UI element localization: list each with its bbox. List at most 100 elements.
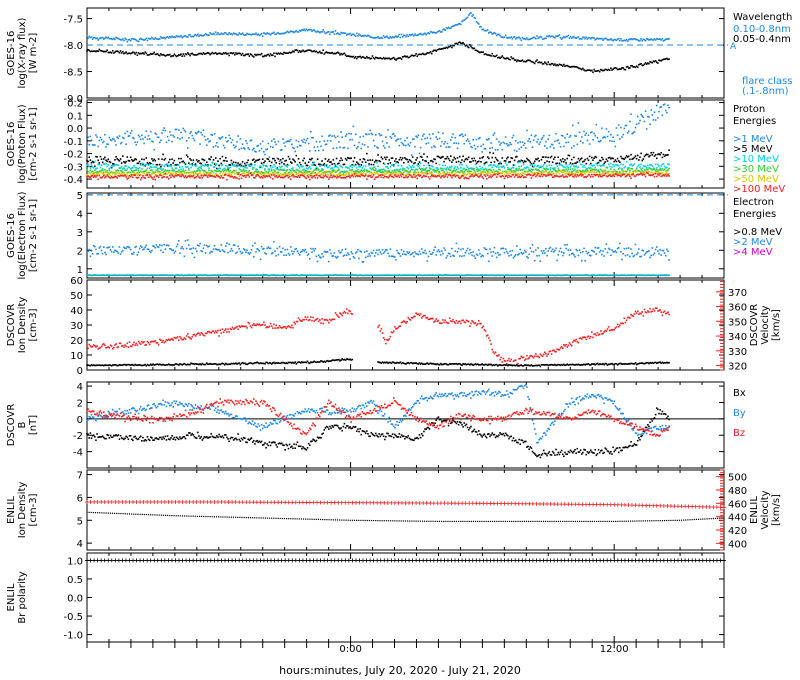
data-point xyxy=(565,163,567,166)
data-point xyxy=(483,53,486,56)
data-point xyxy=(88,35,91,38)
data-point xyxy=(573,176,575,178)
data-point xyxy=(96,172,98,175)
data-point xyxy=(372,139,375,142)
data-point xyxy=(277,158,280,160)
data-point xyxy=(500,56,502,59)
data-point xyxy=(261,158,264,161)
data-point xyxy=(162,153,164,156)
data-point xyxy=(297,158,300,160)
data-point xyxy=(218,164,220,167)
data-point xyxy=(423,171,425,174)
data-point xyxy=(660,172,663,175)
data-point xyxy=(608,156,611,159)
data-point xyxy=(89,159,92,161)
data-point xyxy=(115,274,117,277)
data-point xyxy=(179,166,181,169)
data-point xyxy=(453,156,455,159)
data-point xyxy=(333,252,336,254)
data-point xyxy=(89,255,92,258)
data-point xyxy=(625,170,628,173)
data-point xyxy=(460,171,462,174)
data-point xyxy=(342,174,345,177)
data-point xyxy=(526,37,528,39)
data-point xyxy=(664,38,667,41)
data-point xyxy=(278,175,281,177)
data-point xyxy=(623,68,626,71)
data-point xyxy=(381,140,384,143)
data-point xyxy=(620,173,622,175)
data-point xyxy=(135,51,138,54)
data-point xyxy=(405,35,407,38)
data-point xyxy=(245,166,247,169)
data-point xyxy=(565,162,567,164)
data-point xyxy=(608,248,611,251)
data-point xyxy=(175,173,178,175)
data-point xyxy=(528,253,530,256)
data-point xyxy=(288,51,291,54)
data-point xyxy=(615,67,618,70)
data-point xyxy=(142,52,144,54)
data-point xyxy=(369,174,372,177)
data-point xyxy=(354,55,357,58)
data-point xyxy=(414,176,416,178)
data-point xyxy=(273,157,275,160)
data-point xyxy=(130,158,133,161)
data-point xyxy=(620,250,622,253)
data-point xyxy=(396,175,398,178)
data-point xyxy=(579,171,582,174)
data-point xyxy=(327,51,330,54)
data-point xyxy=(630,248,632,250)
data-point xyxy=(348,253,350,256)
data-point xyxy=(614,145,617,148)
data-point xyxy=(423,174,425,177)
data-point xyxy=(579,37,582,40)
data-point xyxy=(162,173,164,176)
data-point xyxy=(320,170,322,172)
data-point xyxy=(469,173,471,175)
data-point xyxy=(153,38,155,41)
data-point xyxy=(473,144,476,147)
data-point xyxy=(576,161,579,163)
data-point xyxy=(479,252,481,255)
data-point xyxy=(97,145,99,148)
data-point xyxy=(354,171,357,173)
data-point xyxy=(663,103,666,106)
data-point xyxy=(303,138,305,141)
data-point xyxy=(211,134,214,136)
data-point xyxy=(518,148,520,150)
data-point xyxy=(439,157,442,159)
data-point xyxy=(175,174,178,177)
data-point xyxy=(169,247,171,250)
data-point xyxy=(366,250,368,252)
data-point xyxy=(260,170,263,173)
data-point xyxy=(444,249,447,251)
data-point xyxy=(502,165,505,167)
data-point xyxy=(582,166,584,169)
data-point xyxy=(238,247,241,250)
data-point xyxy=(197,169,199,172)
data-point xyxy=(428,133,431,136)
data-point xyxy=(120,174,123,177)
data-point xyxy=(461,159,463,161)
data-point xyxy=(447,157,450,160)
data-point xyxy=(227,173,229,176)
data-point xyxy=(207,138,209,140)
data-point xyxy=(216,248,218,251)
data-point xyxy=(183,176,186,179)
data-point xyxy=(382,252,385,254)
data-point xyxy=(520,168,523,171)
data-point xyxy=(340,131,342,133)
data-point xyxy=(548,247,551,250)
data-point xyxy=(466,138,469,140)
data-point xyxy=(586,69,589,71)
data-point xyxy=(648,250,650,252)
data-point xyxy=(627,247,630,249)
data-point xyxy=(255,168,257,170)
data-point xyxy=(144,164,147,167)
data-point xyxy=(341,174,344,176)
data-point xyxy=(120,141,123,144)
data-point xyxy=(642,158,645,160)
data-point xyxy=(349,176,351,179)
data-point xyxy=(323,250,326,253)
